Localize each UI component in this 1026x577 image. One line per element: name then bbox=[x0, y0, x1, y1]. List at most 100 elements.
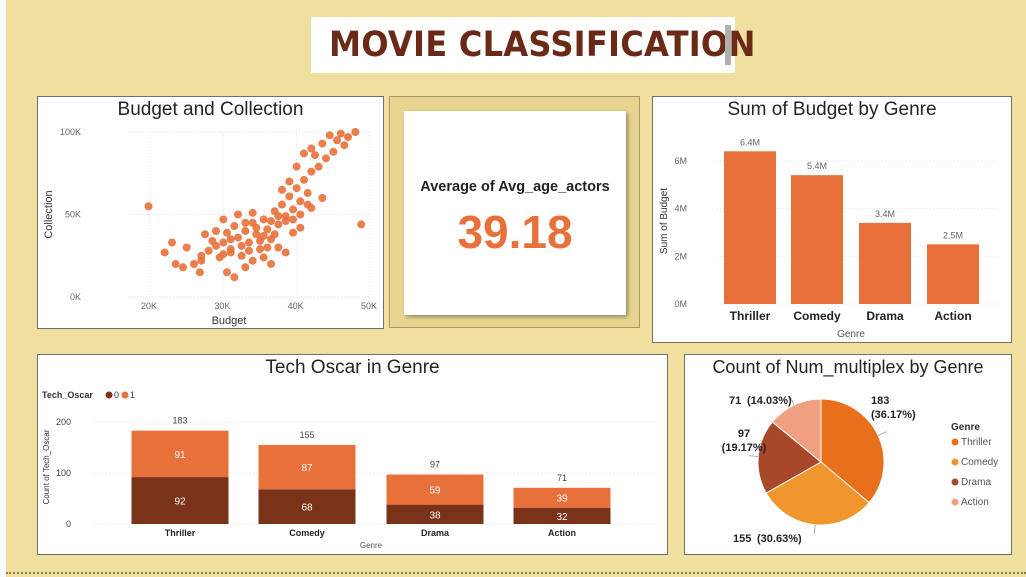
scatter-chart[interactable]: 20K 30K 40K 50K 0K 50K 100K Budget Collection bbox=[38, 97, 383, 328]
scatter-point bbox=[195, 268, 204, 277]
category-label: Action bbox=[548, 528, 576, 538]
legend-label: Drama bbox=[961, 477, 991, 488]
segment-label: 92 bbox=[174, 497, 186, 508]
legend-marker bbox=[121, 391, 129, 399]
leader-line bbox=[877, 431, 887, 436]
bar bbox=[724, 151, 776, 304]
scatter-point bbox=[300, 175, 308, 184]
budget-title: Sum of Budget by Genre bbox=[727, 99, 937, 120]
budget-chart[interactable]: 0M 2M 4M 6M 6.4M Thriller 5.4M Comedy 3.4M Drama 2… bbox=[653, 97, 1011, 342]
legend-marker bbox=[105, 391, 113, 399]
scatter-point bbox=[201, 230, 209, 239]
y-tick-label: 200 bbox=[56, 417, 71, 427]
slice-label-count: 183 bbox=[871, 395, 889, 407]
slice-label-pct: (30.63%) bbox=[757, 533, 802, 545]
stack-segment-0 bbox=[386, 504, 484, 524]
scatter-point bbox=[289, 215, 297, 224]
scatter-point bbox=[245, 246, 253, 255]
scatter-point bbox=[259, 253, 268, 262]
scatter-point bbox=[274, 220, 283, 229]
scatter-point bbox=[223, 228, 231, 237]
scatter-point bbox=[296, 223, 305, 232]
legend-title: Genre bbox=[951, 422, 980, 433]
total-label: 97 bbox=[430, 460, 440, 470]
x-tick-label: 20K bbox=[141, 301, 157, 311]
legend-label: Thriller bbox=[961, 437, 992, 448]
y-axis-label: Count of Tech_Oscar bbox=[42, 429, 51, 504]
x-tick-label: 50K bbox=[361, 301, 377, 311]
scatter-point bbox=[230, 273, 239, 282]
leader-line bbox=[813, 524, 816, 534]
scatter-point bbox=[267, 217, 275, 226]
scatter-point bbox=[256, 245, 264, 254]
scatter-point bbox=[351, 128, 360, 136]
category-label: Drama bbox=[866, 309, 904, 323]
title-cursor-bar bbox=[725, 25, 731, 65]
scatter-point bbox=[307, 144, 316, 153]
scatter-point bbox=[329, 147, 338, 156]
scatter-point bbox=[223, 268, 231, 277]
slice-label-pct: (14.03%) bbox=[747, 395, 792, 407]
y-tick-label: 50K bbox=[65, 210, 81, 220]
y-tick-label: 0K bbox=[70, 292, 81, 302]
stack-segment-1 bbox=[513, 487, 611, 508]
data-label: 5.4M bbox=[807, 161, 827, 171]
x-tick-label: 40K bbox=[288, 301, 304, 311]
scatter-point bbox=[248, 208, 257, 217]
slice-label-pct: (36.17%) bbox=[871, 409, 916, 421]
category-label: Comedy bbox=[793, 309, 841, 323]
scatter-point bbox=[322, 154, 330, 163]
scatter-point bbox=[281, 217, 290, 226]
x-axis-label: Genre bbox=[360, 541, 383, 550]
scatter-point bbox=[219, 215, 228, 224]
scatter-card[interactable]: Budget and Collection 20K 30K 40K 50K 0K 50K 1… bbox=[37, 96, 384, 329]
scatter-point bbox=[245, 238, 253, 247]
scatter-point bbox=[179, 263, 187, 272]
legend-label: Comedy bbox=[961, 457, 998, 468]
kpi-label: Average of Avg_age_actors bbox=[420, 179, 610, 195]
category-label: Action bbox=[934, 309, 971, 323]
segment-label: 38 bbox=[429, 510, 441, 521]
kpi-card[interactable]: Average of Avg_age_actors 39.18 bbox=[389, 96, 640, 328]
scatter-point bbox=[226, 235, 235, 244]
scatter-point bbox=[234, 233, 242, 242]
category-label: Drama bbox=[421, 528, 450, 538]
data-label: 2.5M bbox=[943, 230, 963, 240]
scatter-point bbox=[292, 162, 301, 171]
scatter-point bbox=[219, 238, 228, 247]
scatter-point bbox=[307, 167, 316, 176]
bottom-divider bbox=[6, 572, 1026, 574]
scatter-point bbox=[270, 230, 279, 239]
x-tick-label: 30K bbox=[214, 301, 230, 311]
slice-label-count: 97 bbox=[738, 428, 750, 440]
pie-chart[interactable]: 183 (36.17%) 155 (30.63%) 97 (19.17%) 71 (14.03… bbox=[685, 355, 1011, 554]
scatter-point bbox=[274, 243, 283, 252]
scatter-point bbox=[303, 200, 312, 209]
kpi-inner: Average of Avg_age_actors 39.18 bbox=[404, 111, 626, 315]
scatter-point bbox=[336, 129, 345, 138]
tech-oscar-chart[interactable]: Tech_Oscar 0 1 0 100 200 92 91 183 Thriller 68 87 15… bbox=[38, 355, 667, 554]
stack-segment-1 bbox=[258, 444, 356, 490]
category-label: Thriller bbox=[165, 528, 196, 538]
scatter-point bbox=[230, 222, 239, 231]
scatter-point bbox=[241, 263, 250, 272]
scatter-point bbox=[208, 236, 217, 245]
scatter-point bbox=[296, 197, 305, 206]
pie-card[interactable]: Count of Num_multiplex by Genre 183 (36.1… bbox=[684, 354, 1012, 555]
budget-card[interactable]: Sum of Budget by Genre 0M 2M 4M 6M 6.4M Thril… bbox=[652, 96, 1012, 343]
scatter-point bbox=[311, 151, 319, 160]
scatter-point bbox=[160, 248, 169, 257]
scatter-point bbox=[303, 189, 312, 198]
scatter-point bbox=[296, 210, 305, 219]
scatter-point bbox=[333, 136, 341, 145]
stack-segment-0 bbox=[131, 477, 229, 524]
bar bbox=[859, 222, 911, 304]
slice-label-count: 71 bbox=[729, 395, 741, 407]
tech-oscar-card[interactable]: Tech Oscar in Genre Tech_Oscar 0 1 0 100 200 9… bbox=[37, 354, 668, 555]
pie-title: Count of Num_multiplex by Genre bbox=[712, 357, 984, 377]
legend-label: 0 bbox=[114, 390, 119, 400]
scatter-point bbox=[252, 230, 261, 239]
scatter-point bbox=[219, 250, 228, 259]
scatter-point bbox=[182, 243, 191, 252]
scatter-point bbox=[281, 248, 290, 257]
